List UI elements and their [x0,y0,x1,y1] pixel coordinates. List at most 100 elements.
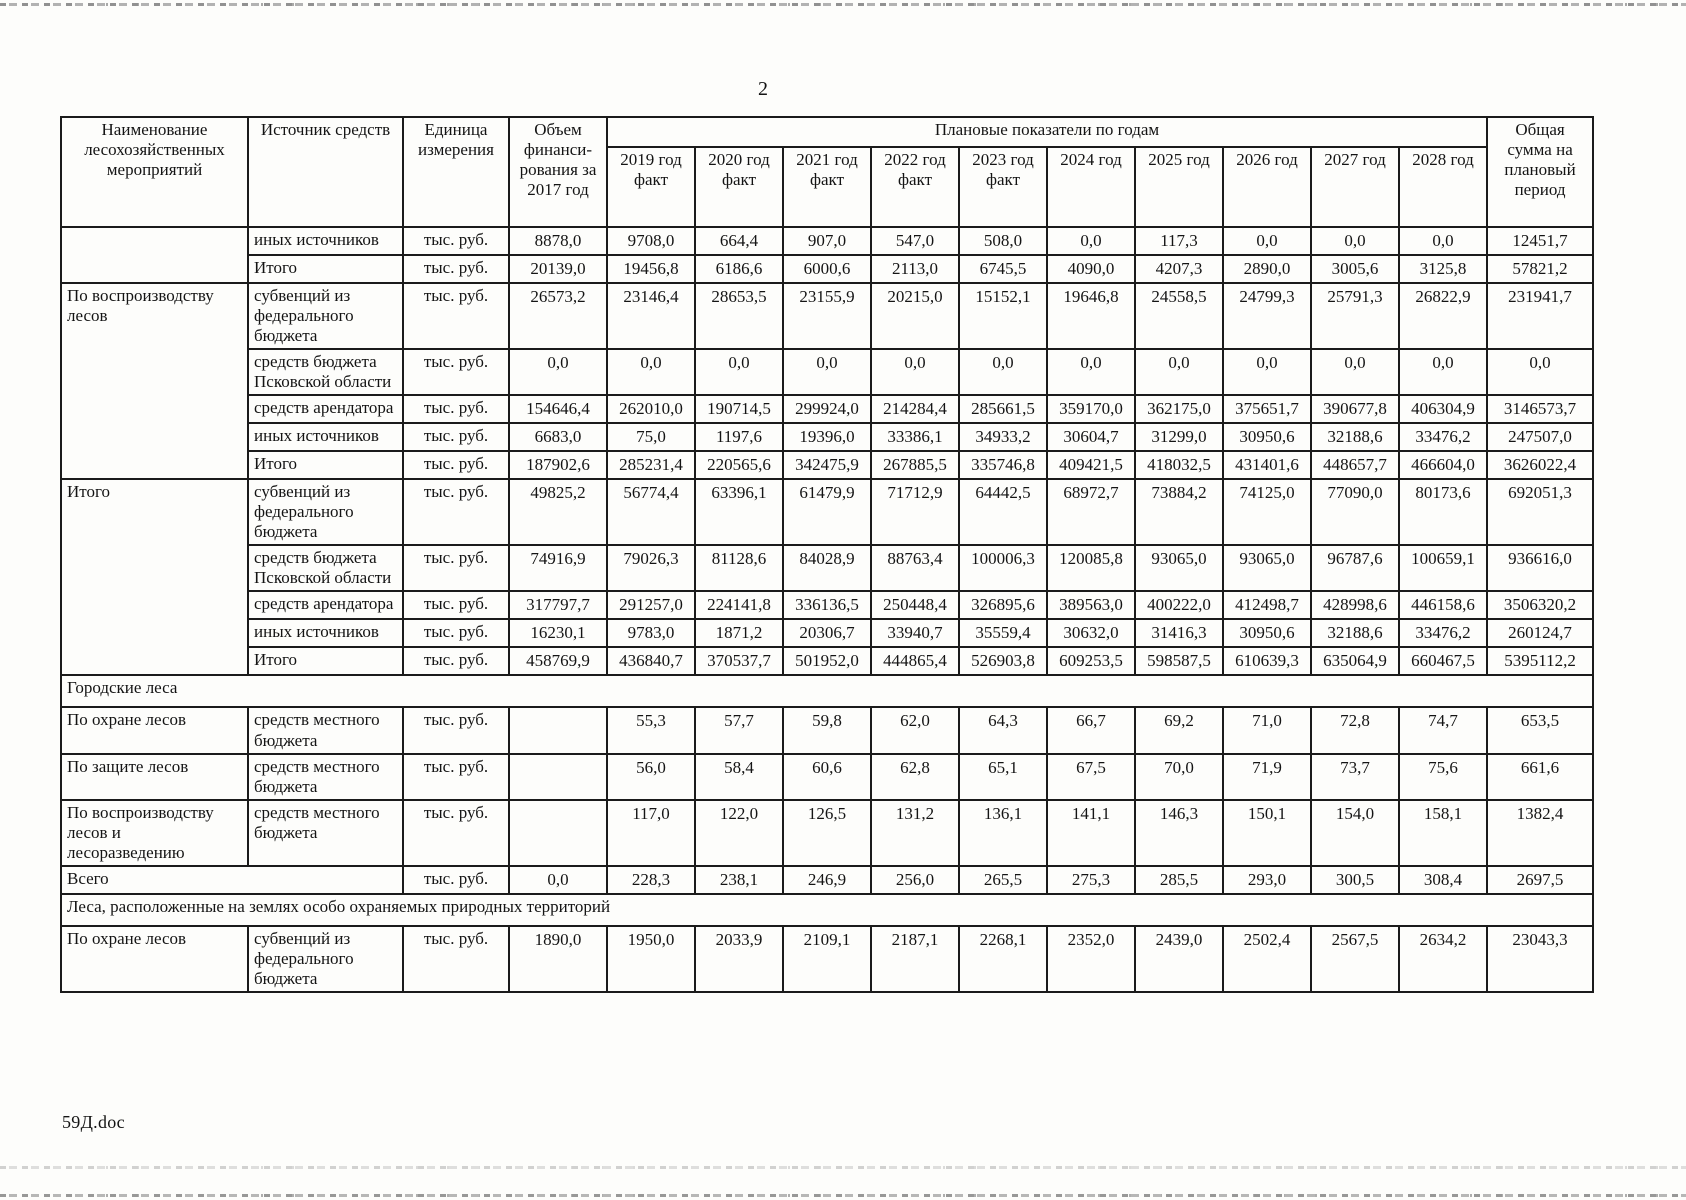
value-cell: 291257,0 [606,590,696,621]
value-cell: 68972,7 [1046,478,1136,547]
value-cell: 122,0 [694,798,784,867]
value-cell: 0,0 [1310,348,1400,397]
value-cell: 431401,6 [1222,450,1312,481]
value-cell: 2634,2 [1397,924,1489,993]
value-cell: 64,3 [958,706,1048,755]
value-cell: 362175,0 [1134,394,1224,425]
value-cell: 150,1 [1222,798,1312,867]
value-cell: 26573,2 [508,281,608,351]
value-cell: 24558,5 [1134,281,1224,351]
value-cell: 2567,5 [1310,924,1400,993]
table-row: средств бюджета Псковской области тыс. ру… [61,348,1595,397]
funding-source-cell: средств местного бюджета [247,706,404,755]
funding-source-cell: иных источников [247,422,404,453]
value-cell: 936616,0 [1486,544,1595,593]
value-cell: 126,5 [782,798,872,867]
value-cell: 256,0 [870,864,960,895]
value-cell: 33476,2 [1397,422,1489,453]
value-cell: 285661,5 [958,394,1048,425]
table-row: По защите лесов средств местного бюджета т… [60,752,1595,801]
value-cell: 3005,6 [1310,254,1400,284]
value-cell: 238,1 [694,864,784,895]
value-cell: 190714,5 [694,394,784,425]
section-row: Городские леса [59,674,1595,709]
value-cell: 74125,0 [1222,478,1312,547]
unit-cell: тыс. руб. [402,646,510,677]
value-cell: 9708,0 [606,226,696,256]
header-activity-name: Наименование лесохозяйственных мероприят… [60,116,249,228]
value-cell: 0,0 [606,348,696,397]
value-cell: 409421,5 [1046,450,1136,481]
value-cell: 57821,2 [1486,254,1595,284]
value-cell: 141,1 [1046,798,1136,867]
activity-name-cell: Всего [60,864,404,895]
value-cell: 146,3 [1134,798,1224,867]
activity-name-cell: По воспроизводству лесов и лесоразведени… [60,798,249,867]
unit-cell: тыс. руб. [402,618,510,649]
unit-cell: тыс. руб. [402,348,510,397]
funding-source-cell: средств бюджета Псковской области [247,544,404,593]
value-cell: 308,4 [1397,864,1489,895]
value-cell: 370537,7 [694,646,784,677]
value-cell: 692051,3 [1486,478,1595,547]
value-cell: 1890,0 [508,924,608,993]
value-cell: 609253,5 [1046,646,1136,677]
table-row: По воспроизводству лесов субвенций из фед… [60,281,1595,481]
table-row: иных источников тыс. руб. 8878,0 9708,0 664,… [60,226,1595,284]
value-cell: 33386,1 [870,422,960,453]
funding-source-cell: иных источников [247,618,404,649]
unit-cell: тыс. руб. [402,478,510,547]
value-cell: 0,0 [1222,226,1312,256]
unit-cell: тыс. руб. [402,864,510,895]
value-cell: 19456,8 [606,254,696,284]
value-cell: 5395112,2 [1486,646,1595,677]
value-cell: 389563,0 [1046,590,1136,621]
value-cell: 32188,6 [1310,422,1400,453]
unit-cell: тыс. руб. [402,924,510,993]
value-cell: 2113,0 [870,254,960,284]
value-cell: 93065,0 [1134,544,1224,593]
activity-name-cell [60,226,249,284]
value-cell: 285,5 [1134,864,1224,895]
value-cell: 63396,1 [694,478,784,547]
value-cell: 610639,3 [1222,646,1312,677]
value-cell: 67,5 [1046,752,1136,801]
value-cell: 2697,5 [1486,864,1595,895]
value-cell: 31416,3 [1134,618,1224,649]
value-cell: 0,0 [1486,348,1595,397]
table-body: иных источников тыс. руб. 8878,0 9708,0 664,… [59,226,1595,993]
value-cell: 598587,5 [1134,646,1224,677]
value-cell: 31299,0 [1134,422,1224,453]
value-cell: 6186,6 [694,254,784,284]
value-cell: 56,0 [606,752,696,801]
value-cell: 247507,0 [1486,422,1595,453]
funding-source-cell: средств бюджета Псковской области [247,348,404,397]
value-cell: 2502,4 [1222,924,1312,993]
value-cell: 250448,4 [870,590,960,621]
value-cell: 214284,4 [870,394,960,425]
value-cell: 293,0 [1222,864,1312,895]
value-cell: 30604,7 [1046,422,1136,453]
header-year-2024: 2024 год [1046,146,1136,228]
value-cell: 0,0 [1046,348,1136,397]
header-year-2020: 2020 год факт [694,146,784,228]
value-cell [508,706,608,755]
section-label: Городские леса [59,674,1595,709]
value-cell: 80173,6 [1397,478,1489,547]
unit-cell: тыс. руб. [402,450,510,481]
value-cell: 81128,6 [694,544,784,593]
value-cell: 6683,0 [508,422,608,453]
value-cell: 58,4 [694,752,784,801]
table-row: Итого тыс. руб. 20139,0 19456,8 6186,6 6000,6… [61,254,1595,284]
scan-artifact-top [0,3,1686,6]
header-volume-2017: Объем финанси-рования за 2017 год [508,116,608,228]
funding-source-cell: средств местного бюджета [247,752,404,801]
value-cell: 336136,5 [782,590,872,621]
funding-source-cell: Итого [247,646,404,677]
activity-name-cell: Итого [60,478,249,677]
value-cell: 64442,5 [958,478,1048,547]
value-cell: 16230,1 [508,618,608,649]
table-row: Итого тыс. руб. 458769,9 436840,7 370537,7 50… [61,646,1595,677]
value-cell: 418032,5 [1134,450,1224,481]
value-cell: 501952,0 [782,646,872,677]
